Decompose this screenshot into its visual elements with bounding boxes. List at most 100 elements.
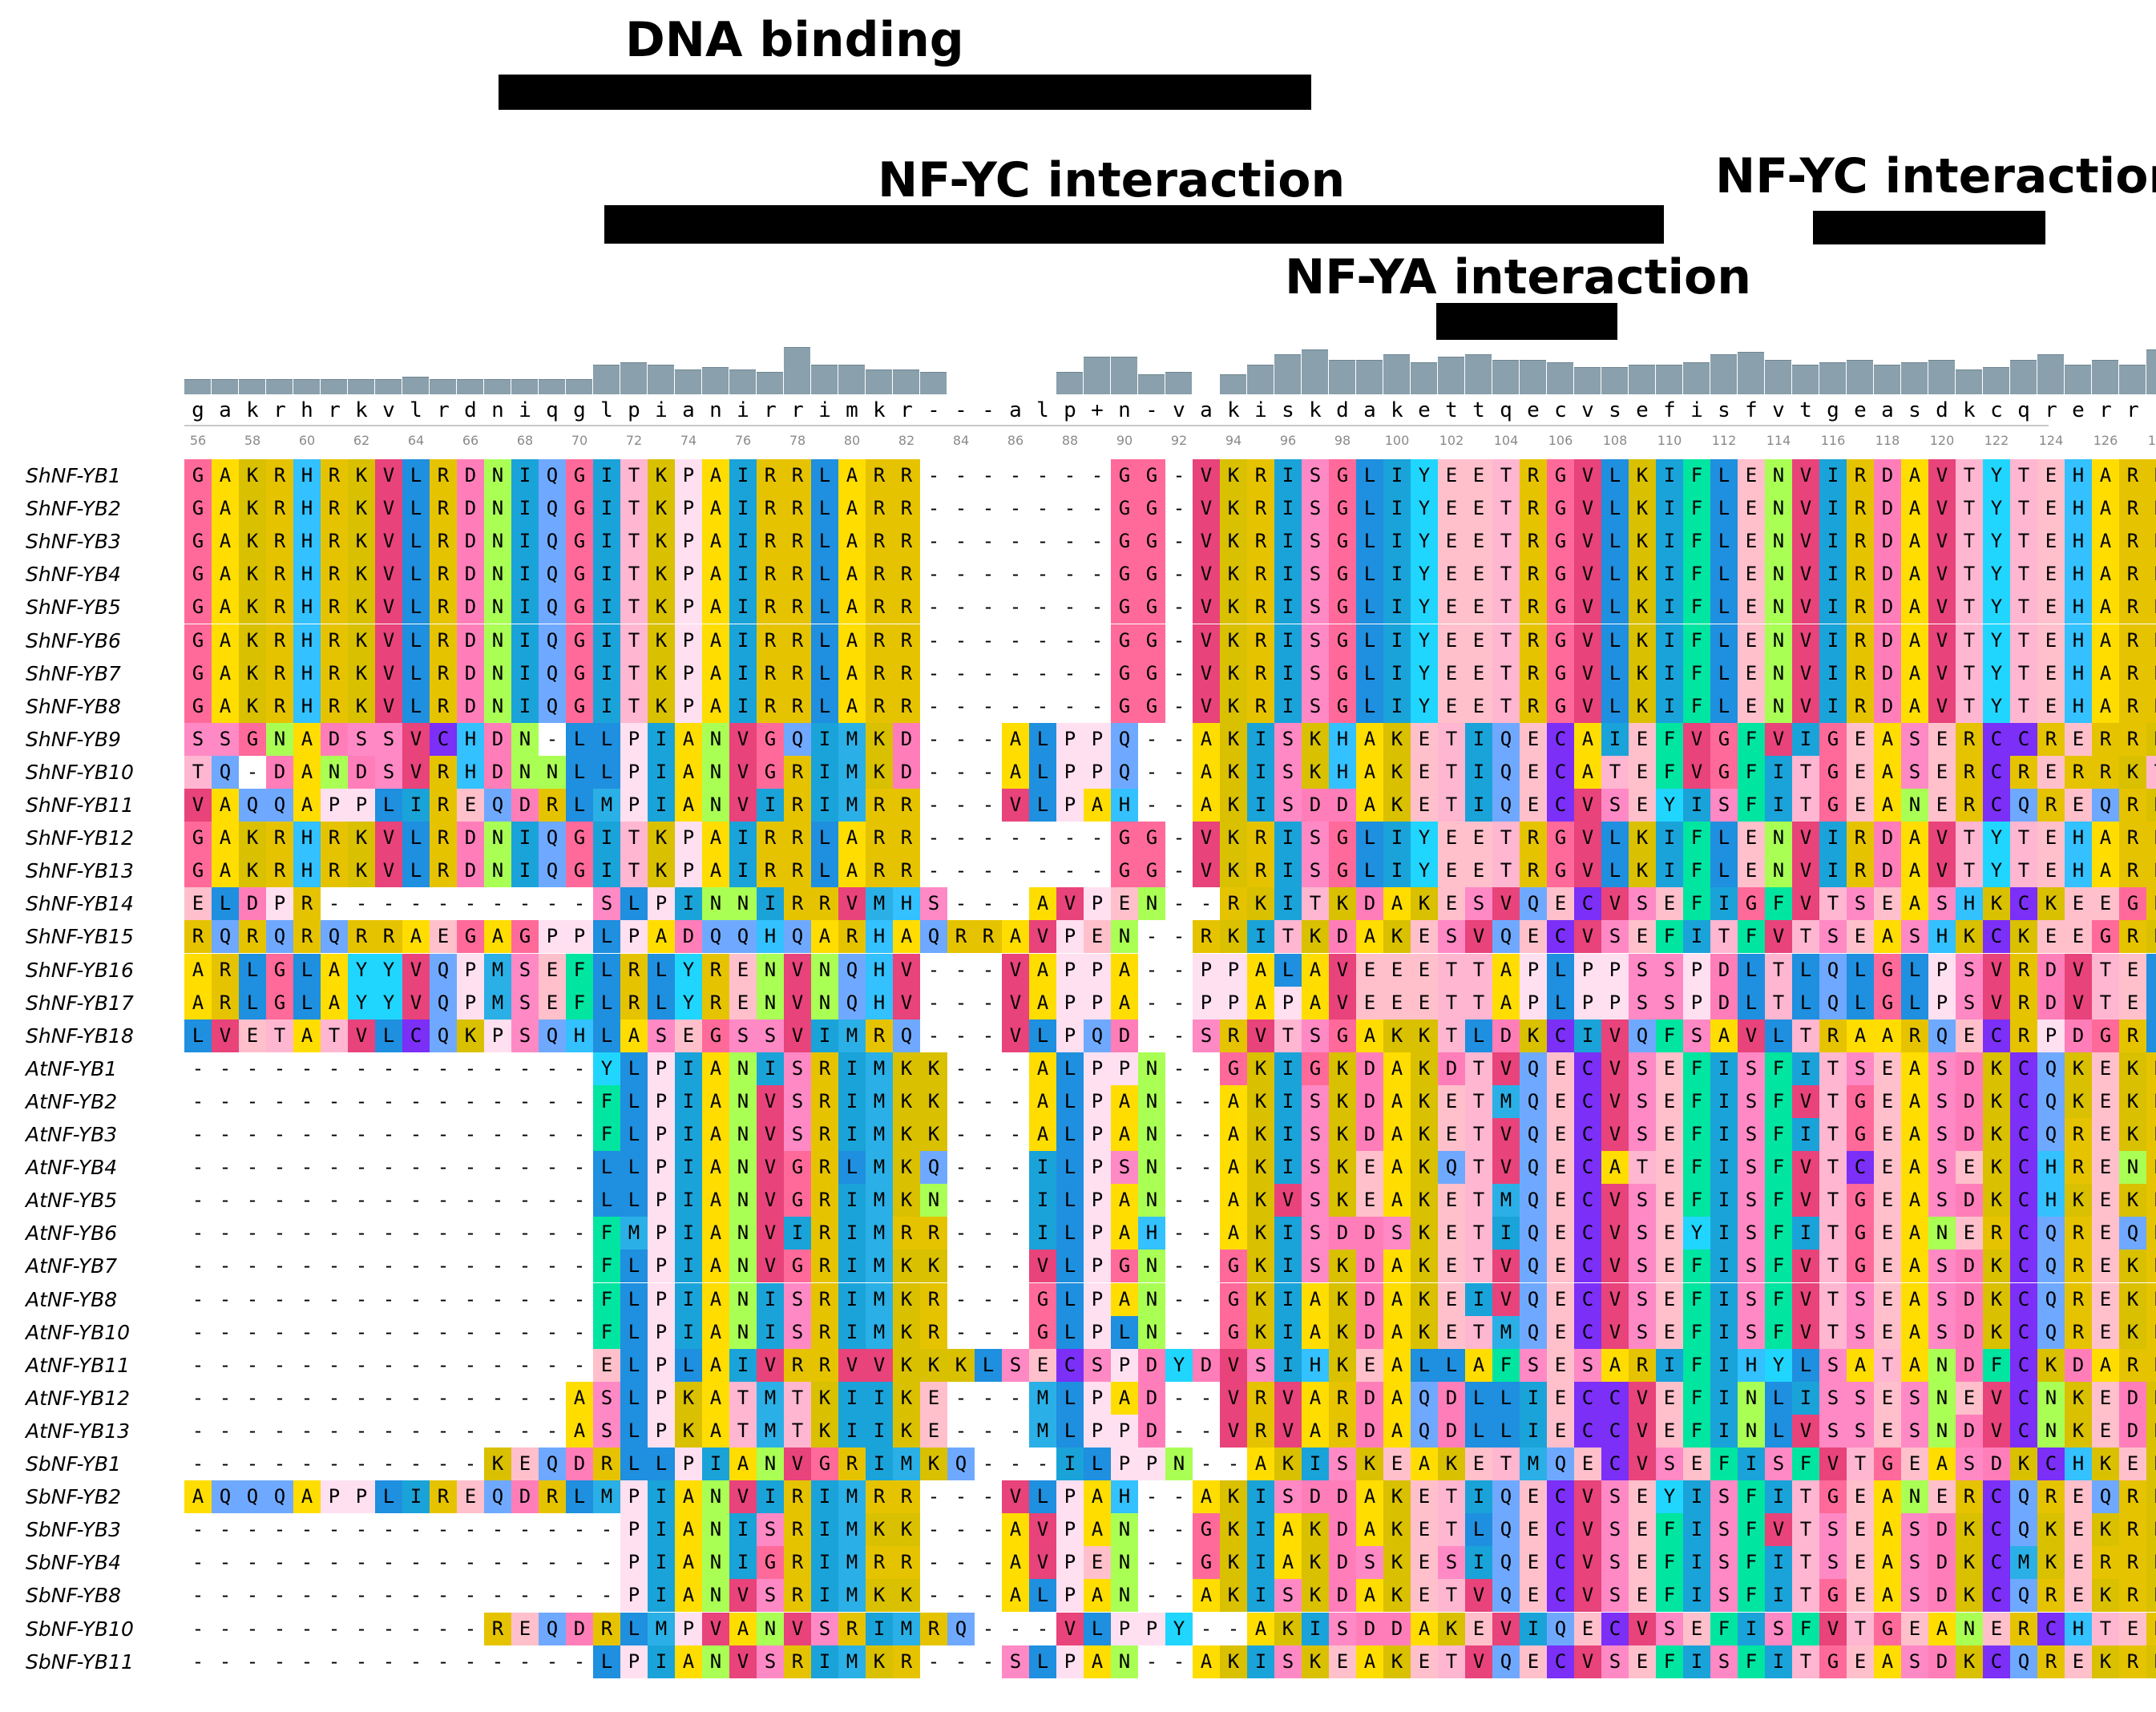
residue-cell: R bbox=[893, 591, 920, 624]
residue-cell: T bbox=[1710, 920, 1738, 954]
residue-cell: A bbox=[212, 789, 239, 822]
residue-cell: R bbox=[2146, 525, 2156, 559]
consensus-residue: n bbox=[1118, 398, 1131, 422]
residue-cell: E bbox=[1629, 1546, 1656, 1580]
residue-cell: T bbox=[1792, 1645, 1819, 1678]
residue-cell: - bbox=[1193, 1052, 1220, 1085]
conservation-bar bbox=[2065, 365, 2091, 394]
residue-cell: N bbox=[1956, 1612, 1983, 1645]
residue-cell: - bbox=[375, 1118, 402, 1151]
consensus-residue: a bbox=[1881, 398, 1894, 422]
residue-cell: A bbox=[1901, 525, 1928, 559]
residue-cell: - bbox=[375, 1546, 402, 1580]
residue-cell: - bbox=[348, 1381, 375, 1415]
residue-cell: T bbox=[1492, 1448, 1520, 1480]
residue-cell: R bbox=[893, 492, 920, 526]
residue-cell: L bbox=[593, 1645, 620, 1678]
residue-cell: A bbox=[675, 755, 702, 789]
residue-cell: - bbox=[430, 1579, 457, 1613]
residue-cell: - bbox=[402, 1250, 430, 1283]
residue-cell: K bbox=[457, 1019, 484, 1052]
residue-cell: A bbox=[1874, 1645, 1901, 1678]
dna-binding-label: DNA binding bbox=[625, 12, 964, 68]
residue-cell: I bbox=[1274, 1282, 1302, 1316]
residue-cell: E bbox=[1956, 1381, 1983, 1415]
residue-cell: K bbox=[2146, 789, 2156, 822]
residue-cell: P bbox=[620, 1546, 648, 1580]
residue-cell: G bbox=[457, 920, 484, 954]
residue-cell: R bbox=[1247, 1381, 1274, 1415]
residue-cell: R bbox=[811, 1348, 838, 1382]
residue-cell: H bbox=[293, 854, 321, 888]
residue-cell: A bbox=[1193, 1645, 1220, 1678]
residue-cell: V bbox=[1220, 1348, 1247, 1382]
residue-cell: R bbox=[866, 656, 893, 690]
residue-cell: G bbox=[239, 722, 266, 756]
residue-cell: M bbox=[866, 1084, 893, 1118]
residue-cell: Q bbox=[484, 789, 511, 822]
consensus-residue: i bbox=[655, 398, 668, 422]
residue-cell: N bbox=[702, 1513, 729, 1547]
residue-cell: G bbox=[566, 492, 593, 526]
residue-cell: - bbox=[1002, 1414, 1029, 1448]
residue-cell: I bbox=[675, 1315, 702, 1349]
residue-cell: H bbox=[1329, 755, 1356, 789]
sequence-name: SbNF-YB10 bbox=[26, 1617, 134, 1641]
residue-cell: L bbox=[1029, 1579, 1056, 1613]
residue-cell: G bbox=[1547, 459, 1574, 492]
residue-cell: E bbox=[1520, 1546, 1547, 1580]
residue-cell: S bbox=[1629, 1184, 1656, 1217]
residue-cell: H bbox=[1329, 722, 1356, 756]
residue-cell: K bbox=[1629, 689, 1656, 723]
residue-cell: A bbox=[1874, 1480, 1901, 1514]
residue-cell: N bbox=[729, 1217, 757, 1250]
residue-cell: T bbox=[1274, 1019, 1302, 1052]
residue-cell: I bbox=[1274, 887, 1302, 921]
residue-cell: - bbox=[212, 1315, 239, 1349]
residue-cell: I bbox=[1465, 1480, 1492, 1514]
residue-cell: Y bbox=[1983, 558, 2010, 592]
sequence-name: SbNF-YB11 bbox=[26, 1649, 134, 1674]
residue-cell: E bbox=[1029, 1348, 1056, 1382]
residue-cell: - bbox=[430, 1118, 457, 1151]
residue-cell: - bbox=[375, 1612, 402, 1645]
residue-cell: R bbox=[757, 656, 784, 690]
residue-cell: H bbox=[866, 953, 893, 987]
residue-cell: F bbox=[1738, 789, 1765, 822]
residue-cell: - bbox=[539, 1513, 566, 1547]
residue-cell: - bbox=[321, 1184, 348, 1217]
residue-cell: - bbox=[348, 1052, 375, 1085]
residue-cell: I bbox=[1274, 1315, 1302, 1349]
residue-cell: V bbox=[1792, 492, 1819, 526]
residue-cell: T bbox=[1492, 591, 1520, 624]
residue-cell: S bbox=[1601, 1480, 1629, 1514]
residue-cell: G bbox=[1111, 1250, 1138, 1283]
residue-cell: E bbox=[1629, 755, 1656, 789]
residue-cell: E bbox=[457, 1480, 484, 1514]
residue-cell: - bbox=[239, 1217, 266, 1250]
residue-cell: Y bbox=[1983, 656, 2010, 690]
conservation-bar bbox=[729, 369, 756, 394]
residue-cell: N bbox=[729, 1315, 757, 1349]
residue-cell: - bbox=[430, 1250, 457, 1283]
residue-cell: - bbox=[947, 525, 975, 559]
residue-cell: P bbox=[675, 822, 702, 855]
residue-cell: R bbox=[2092, 755, 2119, 789]
residue-cell: D bbox=[1710, 953, 1738, 987]
residue-cell: - bbox=[1165, 1019, 1193, 1052]
residue-cell: - bbox=[375, 1052, 402, 1085]
residue-cell: K bbox=[1302, 1645, 1329, 1678]
residue-cell: - bbox=[975, 1480, 1002, 1514]
residue-cell: T bbox=[1465, 1084, 1492, 1118]
residue-cell: E bbox=[1847, 1546, 1874, 1580]
residue-cell: K bbox=[2119, 1250, 2146, 1283]
residue-cell: - bbox=[293, 1217, 321, 1250]
residue-cell: L bbox=[620, 1151, 648, 1185]
residue-cell: - bbox=[212, 1645, 239, 1678]
residue-cell: A bbox=[648, 920, 675, 954]
residue-cell: A bbox=[1193, 1579, 1220, 1613]
residue-cell: I bbox=[1656, 558, 1683, 592]
residue-cell: K bbox=[2037, 1513, 2065, 1547]
residue-cell: - bbox=[511, 1579, 539, 1613]
residue-cell: T bbox=[784, 1381, 811, 1415]
